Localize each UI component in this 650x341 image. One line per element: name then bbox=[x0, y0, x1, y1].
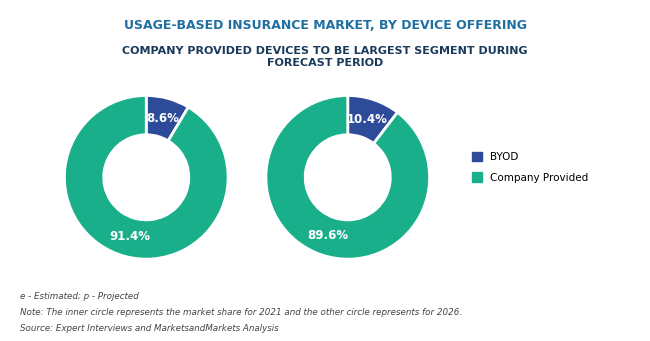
Wedge shape bbox=[146, 95, 188, 141]
Text: Note: The inner circle represents the market share for 2021 and the other circle: Note: The inner circle represents the ma… bbox=[20, 308, 461, 317]
Legend: BYOD, Company Provided: BYOD, Company Provided bbox=[472, 152, 589, 182]
Text: e - Estimated; p - Projected: e - Estimated; p - Projected bbox=[20, 292, 138, 300]
Text: 89.6%: 89.6% bbox=[307, 229, 348, 242]
Text: 91.4%: 91.4% bbox=[109, 230, 150, 243]
Text: USAGE-BASED INSURANCE MARKET, BY DEVICE OFFERING: USAGE-BASED INSURANCE MARKET, BY DEVICE … bbox=[124, 19, 526, 32]
Wedge shape bbox=[266, 95, 430, 259]
Wedge shape bbox=[64, 95, 228, 259]
Text: Source: Expert Interviews and MarketsandMarkets Analysis: Source: Expert Interviews and Marketsand… bbox=[20, 324, 278, 333]
Text: 10.4%: 10.4% bbox=[347, 113, 388, 126]
Text: COMPANY PROVIDED DEVICES TO BE LARGEST SEGMENT DURING
FORECAST PERIOD: COMPANY PROVIDED DEVICES TO BE LARGEST S… bbox=[122, 46, 528, 68]
Wedge shape bbox=[348, 95, 398, 144]
Text: 8.6%: 8.6% bbox=[146, 112, 179, 125]
